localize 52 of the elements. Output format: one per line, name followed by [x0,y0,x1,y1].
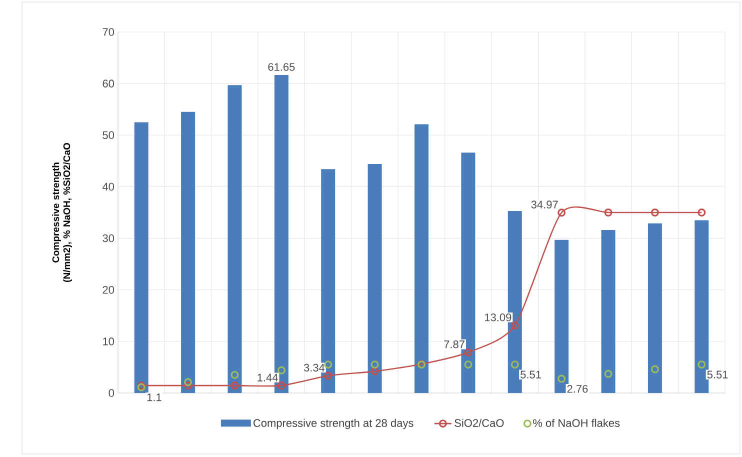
legend-label: % of NaOH flakes [533,418,620,427]
bar [228,85,242,393]
legend-label: Compressive strength at 28 days [254,418,414,430]
y-axis-title: Compressive strength (N/mm2), % NaOH, %SiO2/CaO [52,142,72,282]
point [698,360,706,369]
y-tick-label: 70 [102,28,114,36]
point [324,372,332,380]
bar [134,122,148,393]
y-tick-label: 60 [102,80,114,88]
point [230,370,239,379]
bar [601,230,616,393]
point [370,360,379,369]
data-label: 34.97 [531,200,558,208]
point [184,378,192,386]
data-label: 7.87 [444,340,464,348]
y-tick-label: 40 [102,182,114,191]
y-tick-label: 10 [103,338,114,346]
data-label: 61.65 [268,63,295,71]
bar [414,124,429,393]
y-tick-label: 30 [102,234,114,242]
data-label: 5.51 [520,370,541,378]
data-label: 3.34 [304,364,325,372]
point [510,360,519,369]
point [510,321,519,330]
point [558,208,566,217]
point [464,360,472,369]
y-tick-label: 20 [102,286,114,294]
point [604,370,612,378]
bar [368,164,382,393]
bar [181,112,196,393]
legend-label: SiO2/CaO [454,418,504,427]
point [464,348,472,356]
data-label: 5.51 [707,370,728,378]
data-label: 1.1 [147,394,162,402]
point [277,366,286,374]
point [604,208,612,216]
point [277,382,286,390]
point [558,374,566,383]
point [370,367,379,376]
point [230,382,239,390]
bar [554,240,569,393]
point [184,382,192,390]
data-label: 13.09 [484,314,512,322]
point [650,208,659,216]
point [324,360,332,369]
data-label: 1.44 [258,374,278,382]
bar [694,220,709,393]
point [650,365,659,374]
bar [648,223,662,393]
y-tick-label: 50 [102,131,114,140]
data-label: 2.76 [567,384,588,393]
y-tick-label: 0 [108,389,114,397]
